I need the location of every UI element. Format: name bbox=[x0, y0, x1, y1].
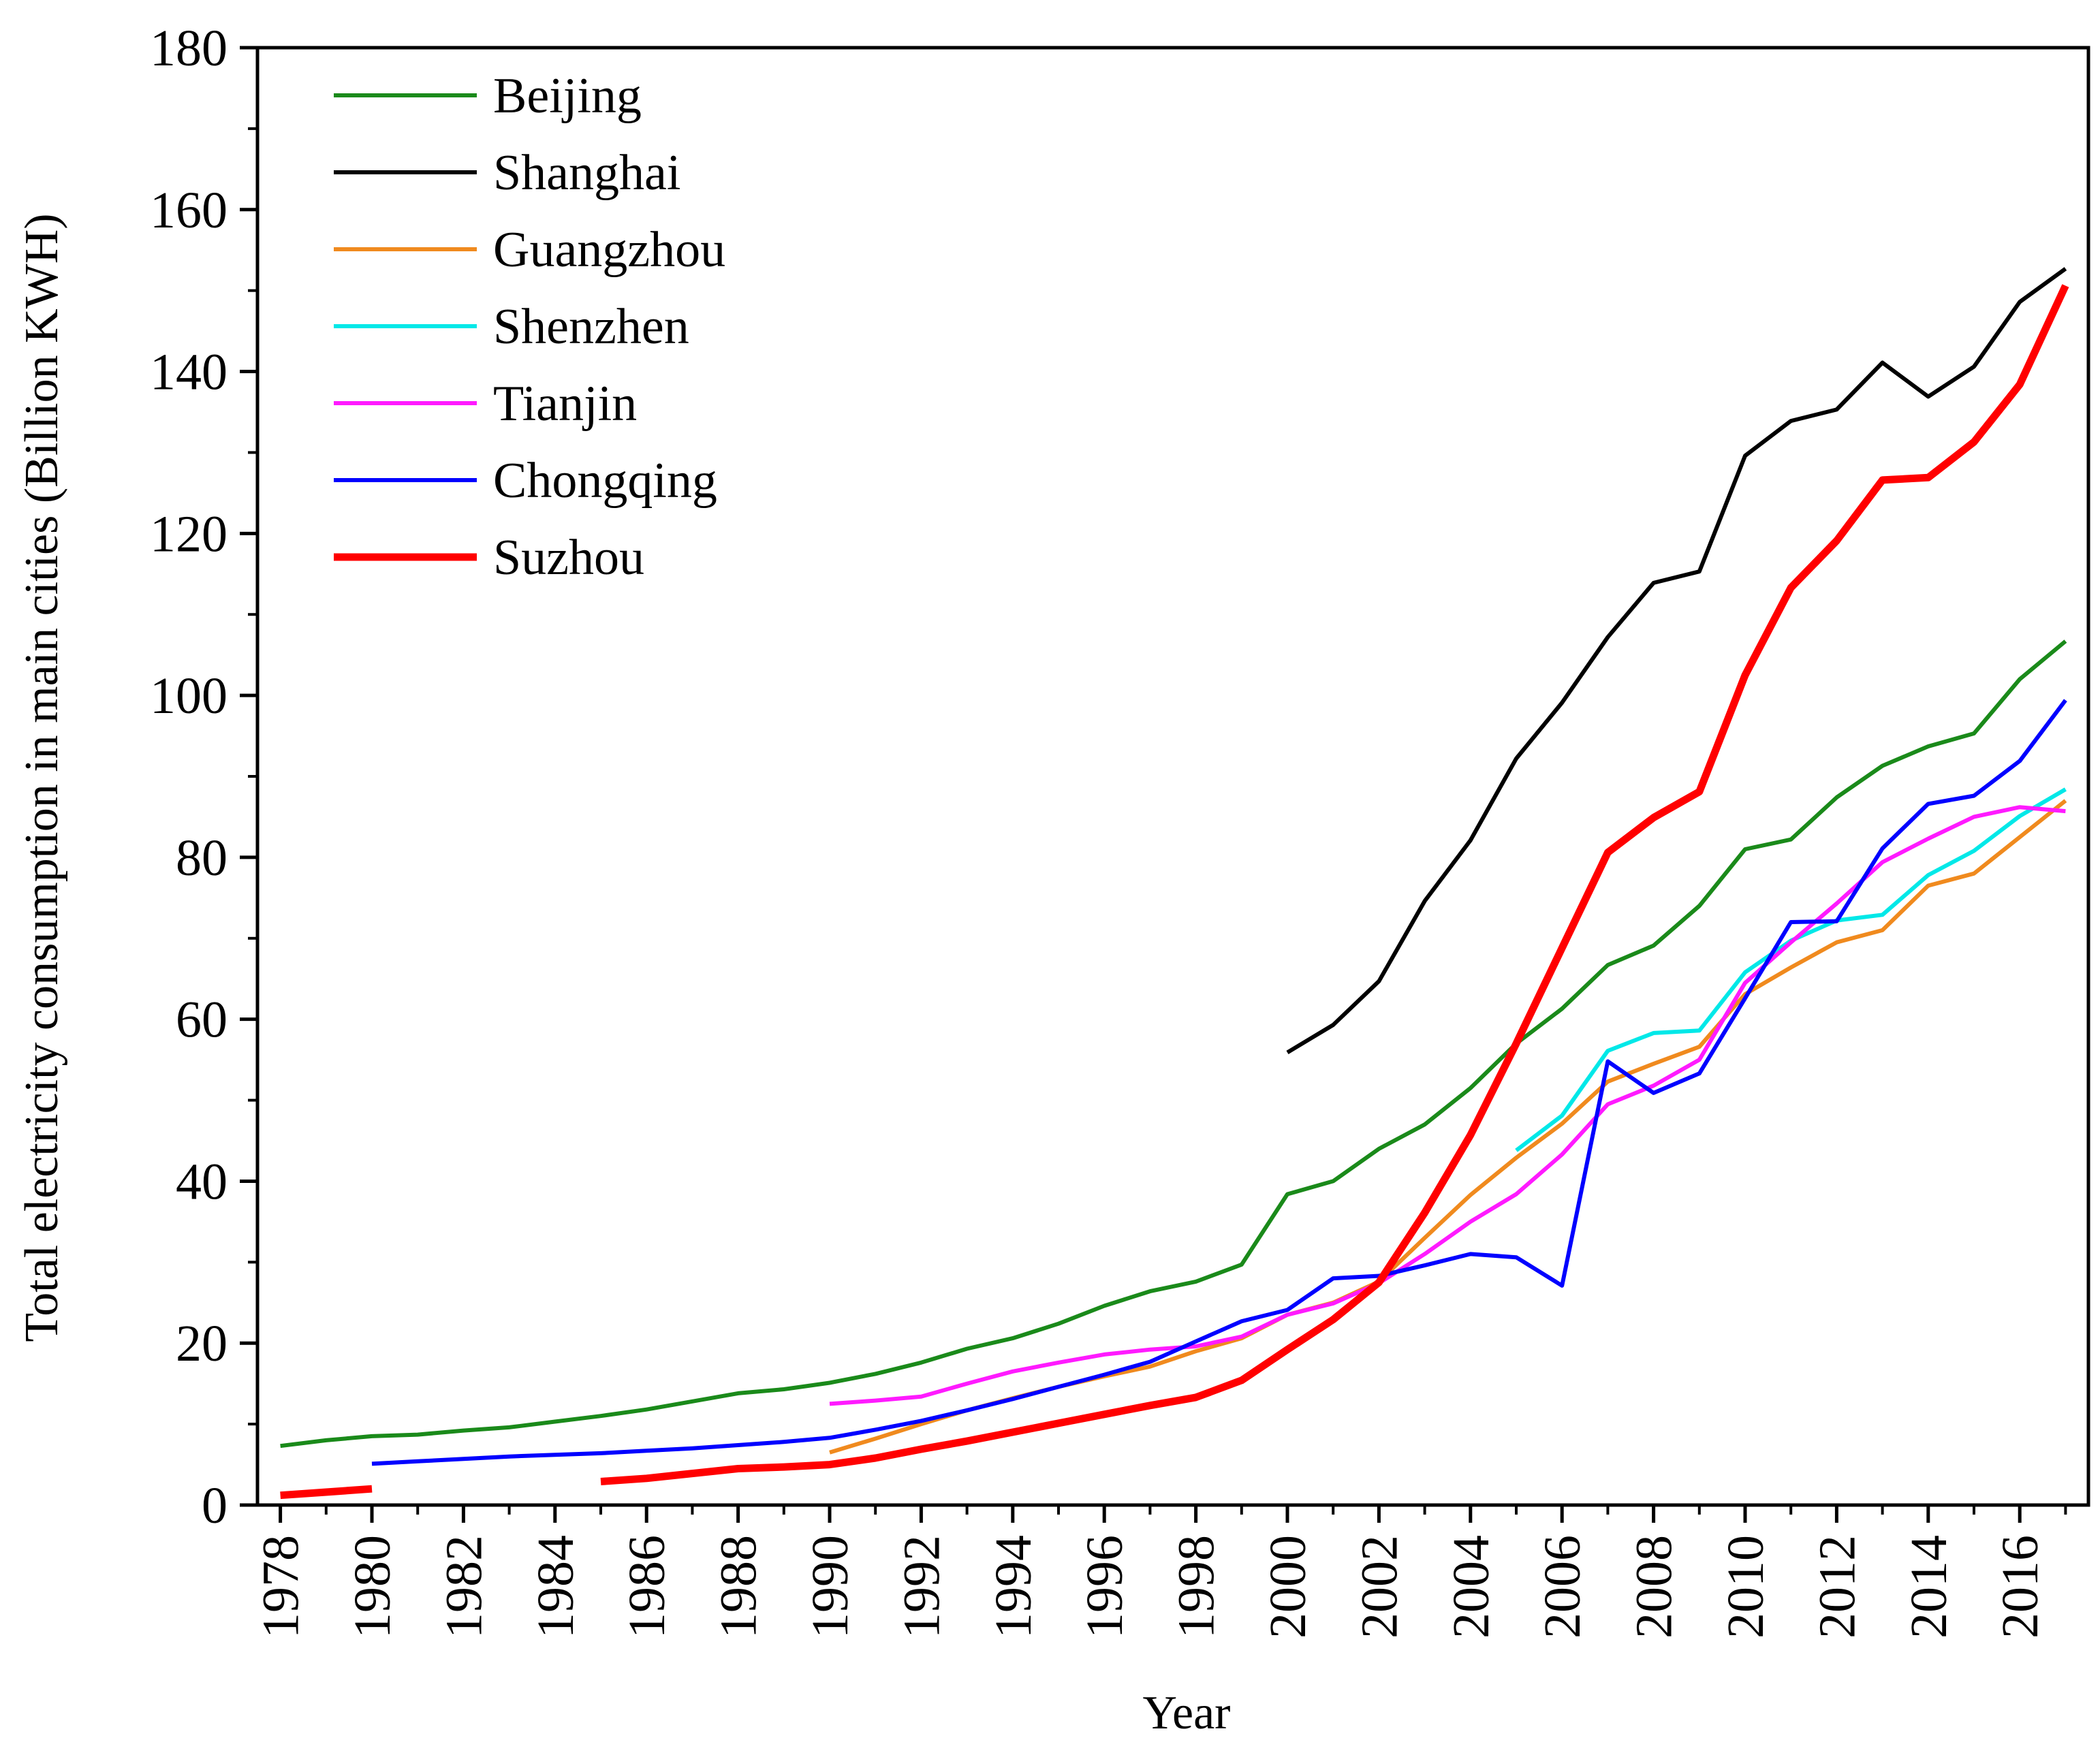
x-tick-label: 1984 bbox=[527, 1535, 584, 1639]
legend-label-suzhou: Suzhou bbox=[493, 530, 644, 586]
x-tick-label: 1994 bbox=[985, 1535, 1042, 1639]
x-axis-title: Year bbox=[1143, 1687, 1231, 1739]
x-tick-label: 2004 bbox=[1443, 1535, 1500, 1639]
y-tick-label: 100 bbox=[150, 667, 228, 725]
axes: 0 20 40 60 80 100 120 140 160 180 1978 1980 1982 1984… bbox=[150, 20, 2090, 1639]
x-tick-label: 1988 bbox=[710, 1535, 768, 1639]
y-tick-label: 120 bbox=[150, 505, 228, 563]
y-tick-label: 140 bbox=[150, 344, 228, 401]
x-tick-label: 1982 bbox=[435, 1535, 492, 1639]
x-tick-label: 2012 bbox=[1808, 1535, 1866, 1639]
legend-label-shenzhen: Shenzhen bbox=[493, 299, 689, 355]
legend-label-shanghai: Shanghai bbox=[493, 145, 680, 201]
series-line-suzhou bbox=[600, 284, 2069, 1485]
x-tick-label: 2016 bbox=[1992, 1535, 2049, 1639]
x-tick-label: 1990 bbox=[802, 1535, 859, 1639]
series-line-chongqing bbox=[371, 699, 2067, 1466]
x-tick-label: 2000 bbox=[1259, 1535, 1317, 1639]
legend-label-beijing: Beijing bbox=[493, 68, 642, 124]
y-tick-label: 80 bbox=[176, 829, 228, 887]
x-tick-label: 2002 bbox=[1351, 1535, 1408, 1639]
x-tick-label: 1992 bbox=[893, 1535, 950, 1639]
y-axis-title: Total electricity consumption in main ci… bbox=[16, 213, 68, 1342]
y-tick-label: 160 bbox=[150, 182, 228, 239]
x-tick-label: 1978 bbox=[253, 1535, 310, 1639]
legend: Beijing Shanghai Guangzhou Shenzhen Tianjin C… bbox=[334, 68, 725, 586]
x-tick-label: 1980 bbox=[344, 1535, 401, 1639]
series-line-shanghai bbox=[1286, 267, 2067, 1054]
x-tick-label: 2014 bbox=[1900, 1535, 1958, 1639]
series-lines bbox=[280, 267, 2069, 1500]
x-tick-label: 1986 bbox=[618, 1535, 676, 1639]
legend-label-chongqing: Chongqing bbox=[493, 453, 717, 509]
legend-label-guangzhou: Guangzhou bbox=[493, 222, 725, 278]
y-tick-label: 40 bbox=[176, 1153, 228, 1210]
y-tick-label: 180 bbox=[150, 20, 228, 77]
x-tick-label: 2006 bbox=[1534, 1535, 1591, 1639]
y-tick-label: 20 bbox=[176, 1315, 228, 1372]
x-tick-label: 1998 bbox=[1168, 1535, 1225, 1639]
y-tick-label: 0 bbox=[202, 1477, 228, 1534]
x-tick-label: 2010 bbox=[1717, 1535, 1774, 1639]
series-line-suzhou bbox=[280, 1485, 373, 1500]
x-tick-label: 1996 bbox=[1076, 1535, 1133, 1639]
series-line-guangzhou bbox=[829, 799, 2067, 1455]
x-tick-label: 2008 bbox=[1626, 1535, 1683, 1639]
series-line-beijing bbox=[280, 639, 2067, 1449]
y-tick-label: 60 bbox=[176, 992, 228, 1049]
legend-label-tianjin: Tianjin bbox=[493, 376, 637, 432]
